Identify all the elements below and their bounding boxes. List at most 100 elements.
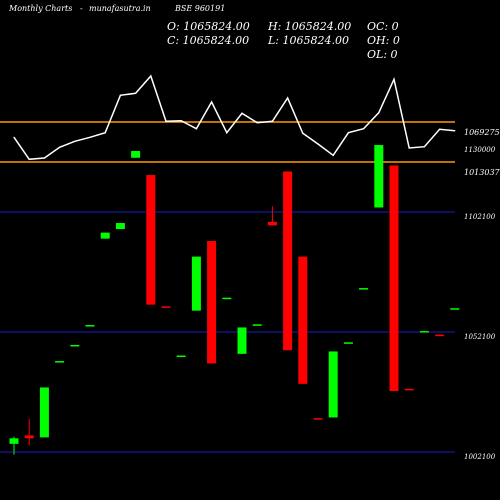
indicator-point-1 xyxy=(28,158,30,160)
candle-22 xyxy=(343,342,353,344)
candle-body-24 xyxy=(374,145,384,208)
indicator-point-9 xyxy=(150,75,152,77)
indicator-point-20 xyxy=(317,143,319,145)
candle-body-17 xyxy=(267,221,277,226)
indicator-point-11 xyxy=(180,120,182,122)
candle-10 xyxy=(161,306,171,308)
candle-body-25 xyxy=(389,165,399,392)
candle-body-7 xyxy=(115,223,125,230)
candle-body-9 xyxy=(146,175,156,305)
candle-13 xyxy=(207,241,217,364)
indicator-point-0 xyxy=(13,136,15,138)
candle-body-22 xyxy=(343,342,353,344)
candle-body-0 xyxy=(9,438,19,444)
indicator-point-21 xyxy=(332,154,334,156)
open-value: O: 1065824.00 xyxy=(167,20,250,33)
oh-value: OH: 0 xyxy=(367,34,400,47)
candle-body-27 xyxy=(419,331,429,333)
indicator-point-22 xyxy=(347,132,349,134)
candle-body-3 xyxy=(55,361,65,363)
indicator-point-23 xyxy=(363,128,365,130)
price-gridlines: 1130000 1102100 1052100 1002100 xyxy=(0,146,496,461)
candle-16 xyxy=(252,324,262,326)
candle-body-18 xyxy=(283,171,293,351)
indicator-point-29 xyxy=(454,130,456,132)
candle-body-5 xyxy=(85,325,95,327)
indicator-point-5 xyxy=(89,136,91,138)
band-label-1: 1013037 xyxy=(464,168,500,177)
candle-5 xyxy=(85,325,95,327)
candle-12 xyxy=(191,256,201,311)
indicator-point-2 xyxy=(43,157,46,159)
indicator-point-4 xyxy=(74,140,76,142)
indicator-point-12 xyxy=(195,128,197,130)
candle-17 xyxy=(267,206,277,226)
ol-value: OL: 0 xyxy=(367,48,398,61)
candle-body-11 xyxy=(176,355,186,358)
candle-27 xyxy=(419,331,429,333)
candle-29 xyxy=(450,308,460,310)
candle-body-28 xyxy=(435,334,445,337)
symbol-label: BSE 960191 xyxy=(174,4,225,13)
candle-body-16 xyxy=(252,324,262,326)
candle-1 xyxy=(24,418,34,446)
candle-25 xyxy=(389,165,399,392)
candle-8 xyxy=(131,151,141,158)
indicator-point-14 xyxy=(226,132,228,134)
indicator-point-3 xyxy=(59,146,61,148)
indicator-point-16 xyxy=(256,122,258,124)
candle-11 xyxy=(176,355,186,358)
candle-body-15 xyxy=(237,327,247,354)
price-axis-label-2: 1052100 xyxy=(464,333,496,341)
close-value: C: 1065824.00 xyxy=(167,34,249,47)
indicator-panel: 1069275 1013037 xyxy=(0,74,500,177)
candle-body-13 xyxy=(207,241,217,364)
indicator-point-6 xyxy=(104,132,106,134)
candle-19 xyxy=(298,256,308,384)
candle-body-14 xyxy=(222,297,232,300)
indicator-point-18 xyxy=(287,97,289,99)
candle-20 xyxy=(313,418,323,420)
indicator-point-7 xyxy=(119,94,121,96)
site-domain: munafasutra.in xyxy=(89,4,151,13)
high-value: H: 1065824.00 xyxy=(267,20,351,33)
candle-14 xyxy=(222,297,232,300)
price-axis-label-0: 1130000 xyxy=(464,146,496,154)
candle-21 xyxy=(328,351,338,418)
candle-26 xyxy=(404,388,414,391)
price-axis-label-3: 1002100 xyxy=(464,453,496,461)
candle-15 xyxy=(237,327,247,354)
indicator-line xyxy=(13,74,455,161)
indicator-point-24 xyxy=(378,112,380,114)
indicator-point-10 xyxy=(165,120,167,122)
candle-body-21 xyxy=(328,351,338,418)
candle-body-10 xyxy=(161,306,171,308)
chart-header: Monthly Charts - munafasutra.in BSE 9601… xyxy=(8,4,400,61)
price-axis-label-1: 1102100 xyxy=(464,213,496,221)
indicator-point-13 xyxy=(211,101,213,103)
oc-value: OC: 0 xyxy=(367,20,399,33)
indicator-point-15 xyxy=(241,112,243,114)
indicator-point-28 xyxy=(439,128,441,130)
candle-3 xyxy=(55,361,65,363)
candle-body-1 xyxy=(24,435,34,439)
candle-28 xyxy=(435,334,445,337)
low-value: L: 1065824.00 xyxy=(267,34,349,47)
title-separator: - xyxy=(80,4,83,13)
price-panel xyxy=(9,145,460,455)
site-title: Monthly Charts xyxy=(8,4,72,13)
candle-body-2 xyxy=(39,387,49,438)
candle-body-20 xyxy=(313,418,323,420)
candle-23 xyxy=(359,288,369,290)
candle-body-8 xyxy=(131,151,141,158)
indicator-point-26 xyxy=(408,147,410,149)
indicator-point-27 xyxy=(423,146,425,148)
indicator-point-8 xyxy=(135,92,137,94)
candle-2 xyxy=(39,387,49,438)
candle-body-23 xyxy=(359,288,369,290)
candle-body-6 xyxy=(100,232,110,239)
candle-24 xyxy=(374,145,384,208)
candle-9 xyxy=(146,175,156,305)
